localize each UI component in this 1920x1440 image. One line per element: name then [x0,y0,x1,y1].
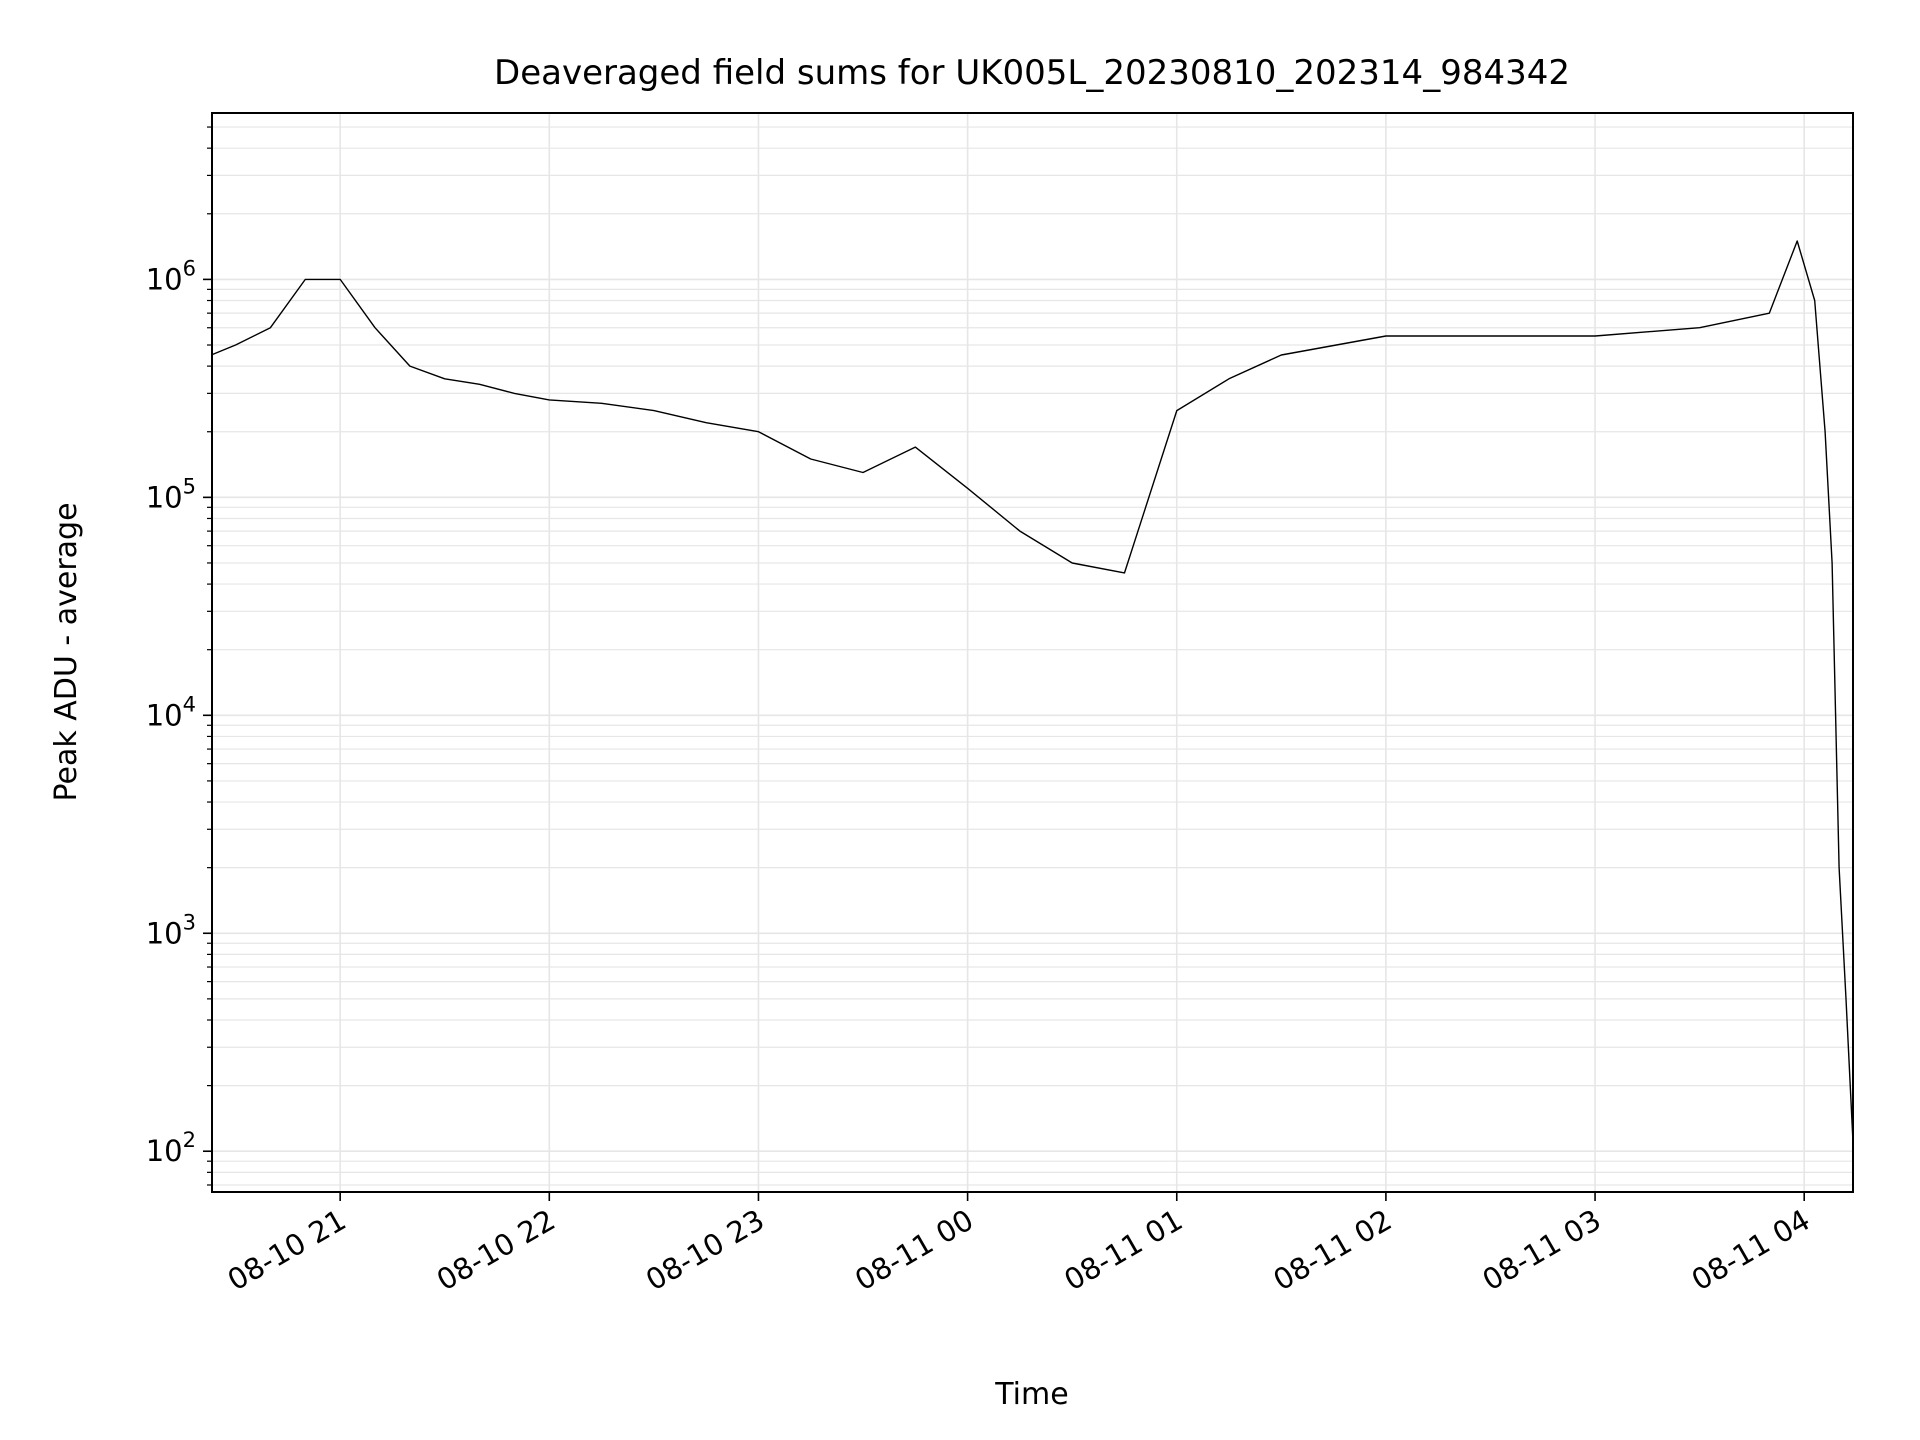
y-tick-label: 105 [146,474,196,514]
series-layer [210,240,1854,1143]
x-axis-label: Time [994,1377,1068,1412]
plot-frame [211,112,1854,1193]
y-tick-label: 102 [146,1128,196,1168]
series-line [210,240,1854,1143]
y-tick-label: 104 [146,692,196,732]
y-axis-label: Peak ADU - average [49,502,84,801]
y-tick-label: 106 [146,256,196,296]
y-tick-label: 103 [146,910,196,950]
chart-title: Deaveraged field sums for UK005L_2023081… [494,53,1570,93]
grid [212,113,1853,1192]
